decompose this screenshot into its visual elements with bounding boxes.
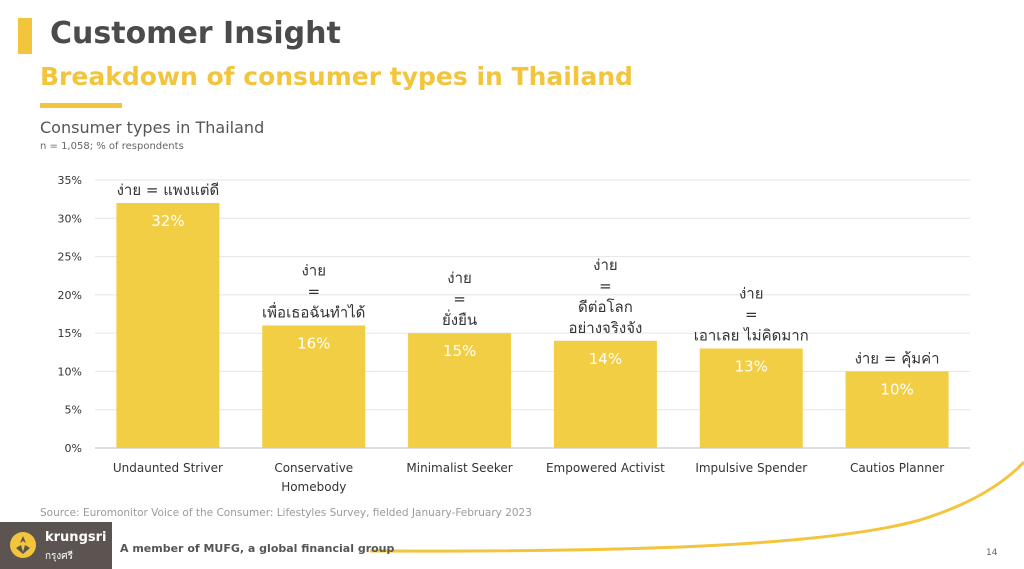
- chart-note: n = 1,058; % of respondents: [40, 141, 184, 152]
- bar-annotation: ง่าย: [301, 261, 326, 279]
- x-tick-label: Cautios Planner: [850, 461, 944, 475]
- bar-annotation: อย่างจริงจัง: [569, 319, 643, 337]
- brand-name-thai: กรุงศรี: [45, 551, 74, 562]
- y-tick-label: 5%: [65, 404, 82, 417]
- x-tick-label: Empowered Activist: [546, 461, 665, 475]
- bar-annotation: ง่าย = คุ้มค่า: [855, 349, 940, 368]
- x-tick-label: Impulsive Spender: [695, 461, 807, 475]
- y-tick-label: 30%: [58, 212, 82, 225]
- krungsri-emblem-icon: [10, 532, 36, 558]
- data-label: 16%: [297, 334, 330, 352]
- y-tick-label: 15%: [58, 327, 82, 340]
- bar-annotation: ง่าย: [593, 256, 618, 274]
- y-tick-label: 0%: [65, 442, 82, 455]
- y-tick-label: 35%: [58, 174, 82, 187]
- bar-annotation: ง่าย = แพงแต่ดี: [117, 181, 220, 199]
- x-tick-label: Undaunted Striver: [113, 461, 223, 475]
- brand-name: krungsri: [45, 530, 107, 545]
- bar-annotation: ง่าย: [447, 269, 472, 287]
- bar-annotation: =: [599, 277, 612, 295]
- bar: [553, 340, 657, 448]
- bar-annotation: เพื่อเธอฉันทำได้: [262, 301, 365, 321]
- data-label: 32%: [151, 212, 184, 230]
- y-tick-label: 20%: [58, 289, 82, 302]
- page-title: Customer Insight: [50, 16, 341, 51]
- bar-annotation: ดีต่อโลก: [578, 298, 633, 316]
- bar-annotation: ง่าย: [739, 284, 764, 302]
- bar-annotation: ยั่งยืน: [442, 309, 477, 329]
- source-note: Source: Euromonitor Voice of the Consume…: [40, 507, 532, 519]
- bar: [262, 325, 366, 448]
- krungsri-logo: krungsri กรุงศรี: [0, 522, 112, 569]
- x-tick-label: Homebody: [281, 480, 346, 494]
- bar-chart: 0% 5% 10% 15% 20% 25% 30% 35% 32% Undaunted Striv…: [58, 174, 970, 494]
- tagline: A member of MUFG, a global financial gro…: [120, 542, 395, 555]
- bar: [408, 333, 512, 448]
- data-label: 15%: [443, 342, 476, 360]
- chart-title: Consumer types in Thailand: [40, 118, 265, 137]
- x-tick-label: Conservative: [274, 461, 353, 475]
- bar-annotation: เอาเลย ไม่คิดมาก: [694, 326, 809, 344]
- y-tick-label: 10%: [58, 365, 82, 378]
- data-label: 10%: [880, 380, 913, 398]
- subtitle-underline: [40, 103, 122, 108]
- x-tick-label: Minimalist Seeker: [406, 461, 512, 475]
- bar-annotation: =: [307, 282, 320, 300]
- data-label: 14%: [589, 350, 622, 368]
- page-subtitle: Breakdown of consumer types in Thailand: [40, 62, 633, 91]
- bar-annotation: =: [453, 290, 466, 308]
- bar: [699, 348, 803, 448]
- bar-annotation: =: [745, 305, 758, 323]
- bar: [845, 371, 949, 448]
- page-number: 14: [986, 548, 998, 558]
- y-tick-label: 25%: [58, 251, 82, 264]
- data-label: 13%: [735, 357, 768, 375]
- title-accent-bar: [18, 18, 32, 54]
- bar: [116, 202, 220, 448]
